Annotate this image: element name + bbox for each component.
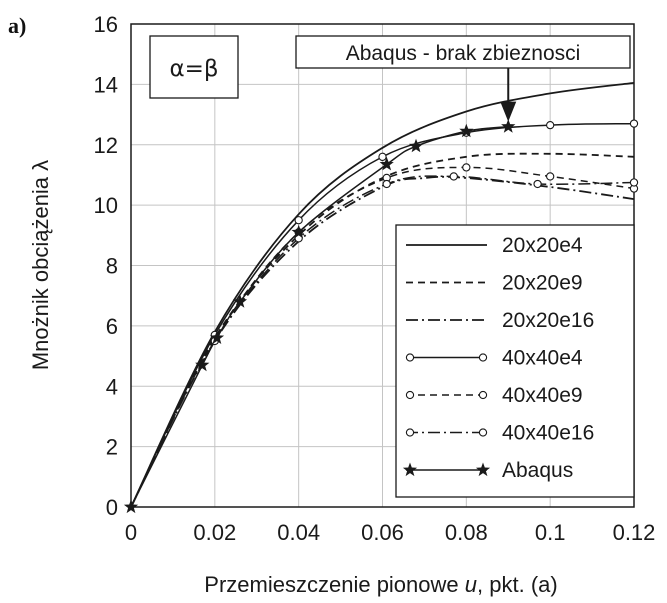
marker-Abaqus-1 xyxy=(195,357,210,372)
y-tick-label-2: 4 xyxy=(106,374,118,399)
x-axis-label-unit: , pkt. (a) xyxy=(477,572,558,597)
legend-marker-left-40x40e16 xyxy=(405,428,415,437)
x-axis-label-variable: u xyxy=(465,572,477,597)
abaqus-note-arrow xyxy=(500,68,517,122)
alpha-beta-box xyxy=(149,35,239,99)
marker-Abaqus-3 xyxy=(232,294,248,308)
y-tick-labels: 0 2 4 6 8 10 12 14 16 xyxy=(94,12,118,520)
abaqus-note-box xyxy=(295,35,631,69)
y-tick-label-7: 14 xyxy=(94,72,118,97)
marker-Abaqus-8 xyxy=(501,119,516,133)
x-tick-labels: 0 0.02 0.04 0.06 0.08 0.1 0.12 xyxy=(125,520,656,545)
marker-40x40e16-5 xyxy=(533,179,542,189)
legend-label-20x20e4: 20x20e4 xyxy=(502,234,583,257)
y-tick-label-6: 12 xyxy=(94,133,118,158)
marker-40x40e16-4 xyxy=(449,172,458,181)
x-axis-label-main: Przemieszczenie pionowe xyxy=(204,572,464,597)
series-markers xyxy=(123,119,639,514)
marker-Abaqus-2 xyxy=(209,330,225,344)
marker-40x40e4-2 xyxy=(294,216,303,225)
y-tick-label-8: 16 xyxy=(94,12,118,37)
marker-Abaqus-0 xyxy=(123,499,139,514)
x-tick-label-0: 0 xyxy=(125,520,137,545)
abaqus-note-text: Abaqus - brak zbieznosci xyxy=(346,42,581,65)
marker-40x40e4-3 xyxy=(378,152,387,161)
abaqus-arrow-head xyxy=(500,101,517,122)
legend-label-20x20e16: 20x20e16 xyxy=(502,309,594,332)
legend-label-40x40e9: 40x40e9 xyxy=(502,384,583,407)
marker-Abaqus-7 xyxy=(459,123,474,138)
x-tick-label-2: 0.04 xyxy=(277,520,320,545)
y-tick-label-1: 2 xyxy=(106,435,118,460)
legend-label-20x20e9: 20x20e9 xyxy=(502,272,583,295)
legend-marker-right-40x40e9 xyxy=(478,390,488,400)
y-tick-label-4: 8 xyxy=(106,254,118,279)
y-tick-label-0: 0 xyxy=(106,495,118,520)
x-tick-label-4: 0.08 xyxy=(445,520,488,545)
marker-40x40e4-6 xyxy=(629,119,639,128)
x-tick-label-1: 0.02 xyxy=(193,520,236,545)
x-tick-label-5: 0.1 xyxy=(535,520,566,545)
legend-marker-left-Abaqus xyxy=(402,462,418,477)
y-axis-label: Mnożnik obciążenia λ xyxy=(28,160,53,370)
legend-marker-right-40x40e4 xyxy=(478,353,488,362)
legend-label-40x40e4: 40x40e4 xyxy=(502,347,583,370)
legend-marker-left-40x40e4 xyxy=(405,353,415,362)
x-tick-label-6: 0.12 xyxy=(613,520,656,545)
panel-label: a) xyxy=(8,13,26,38)
legend-items: 20x20e4 20x20e9 20x20e16 40x40e4 40x40e9 40x4… xyxy=(402,234,594,482)
legend-label-40x40e16: 40x40e16 xyxy=(502,422,594,445)
x-tick-label-3: 0.06 xyxy=(361,520,404,545)
marker-Abaqus-6 xyxy=(408,138,424,153)
legend-label-Abaqus: Abaqus xyxy=(502,459,573,482)
marker-40x40e9-5 xyxy=(546,172,555,181)
y-tick-label-3: 6 xyxy=(106,314,118,339)
marker-Abaqus-4 xyxy=(291,224,306,239)
legend xyxy=(395,224,635,498)
alpha-beta-label: α=β xyxy=(169,56,218,82)
marker-40x40e16-6 xyxy=(629,178,639,187)
marker-40x40e4-5 xyxy=(546,120,555,130)
x-axis-label: Przemieszczenie pionowe u, pkt. (a) xyxy=(204,572,557,597)
legend-marker-right-Abaqus xyxy=(475,462,491,477)
marker-40x40e16-3 xyxy=(382,179,391,189)
series-line-20x20e4 xyxy=(130,82,635,508)
marker-40x40e9-4 xyxy=(462,163,471,172)
y-tick-label-5: 10 xyxy=(94,193,118,218)
legend-marker-right-40x40e16 xyxy=(478,428,488,437)
marker-Abaqus-5 xyxy=(379,156,394,171)
legend-marker-left-40x40e9 xyxy=(405,390,415,400)
